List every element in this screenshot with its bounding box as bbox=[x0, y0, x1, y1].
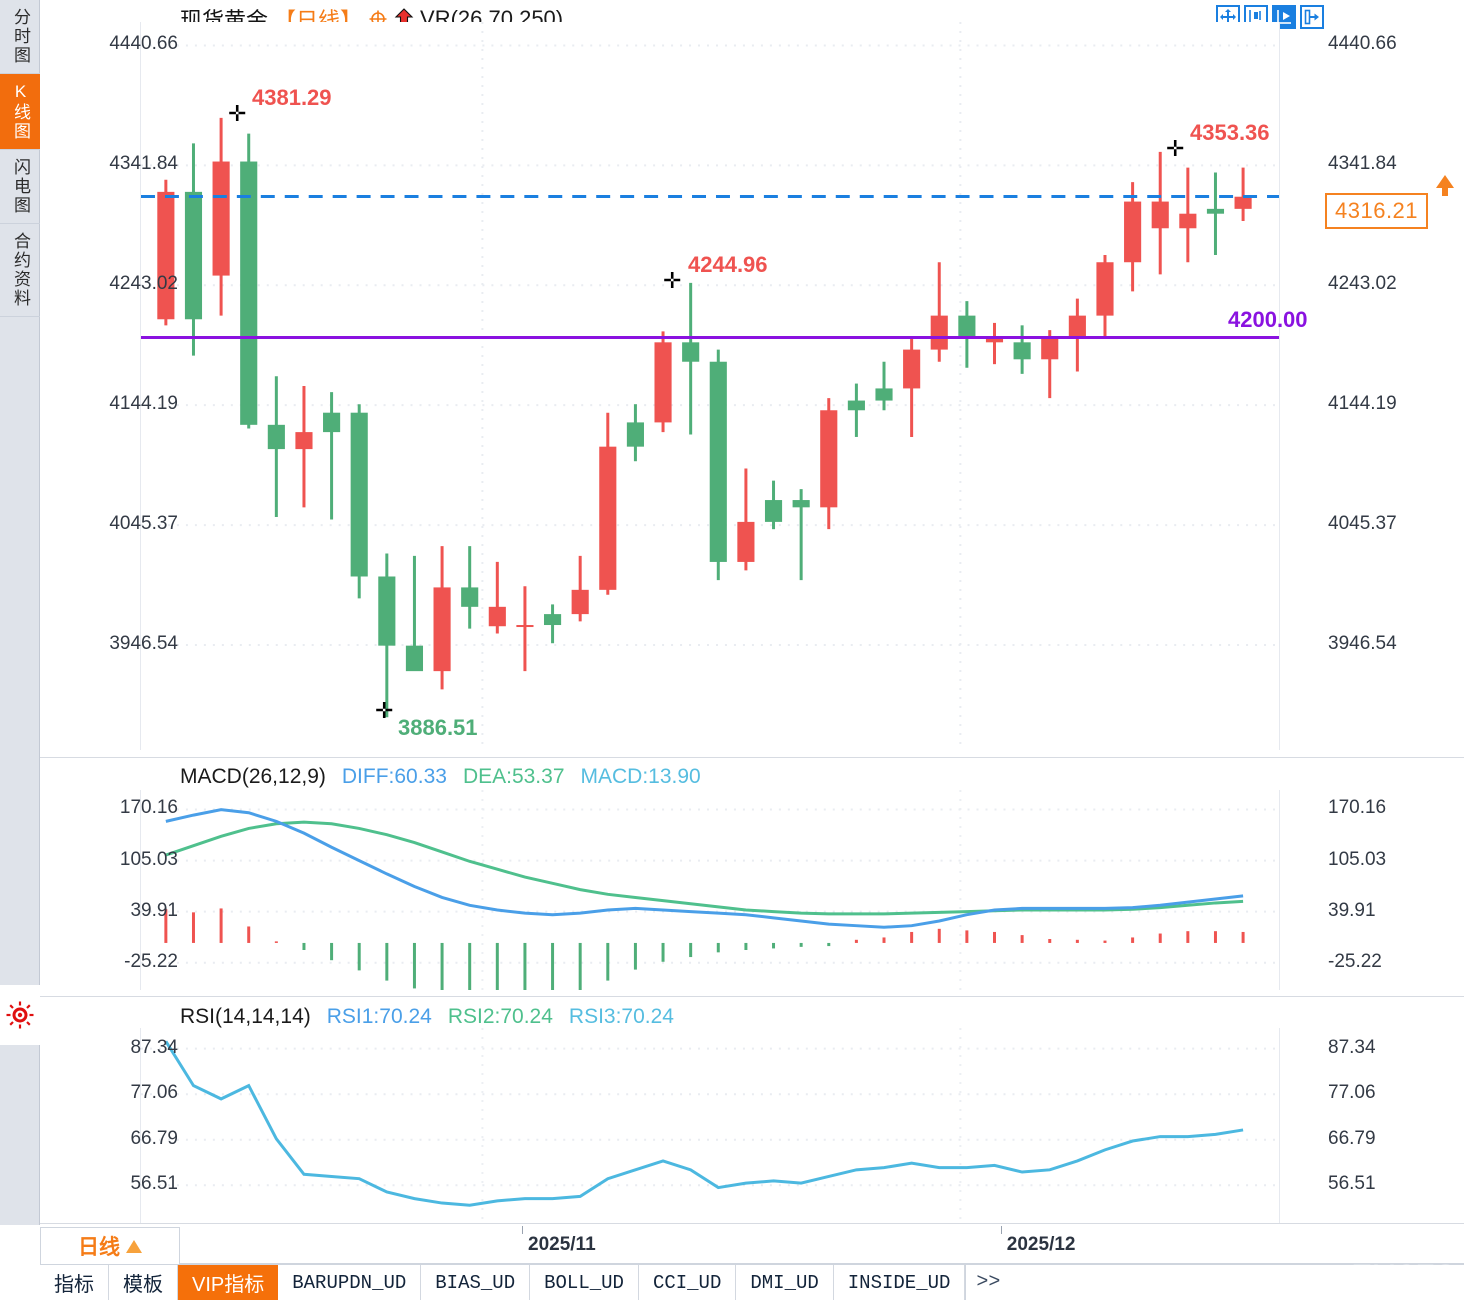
tab-more-button[interactable]: >> bbox=[965, 1265, 1010, 1300]
price-axis-right-tick: 4440.66 bbox=[1328, 33, 1397, 55]
price-axis-left-tick: 4045.37 bbox=[109, 513, 178, 535]
tab-cci_ud[interactable]: CCI_UD bbox=[639, 1265, 737, 1300]
divider-macd-rsi bbox=[40, 996, 1464, 997]
triangle-up-icon bbox=[126, 1239, 142, 1253]
rsi-gridlines bbox=[141, 1028, 1279, 1223]
annotation-high-3: 4353.36 bbox=[1190, 120, 1270, 145]
current-price-tag[interactable]: 4316.21 bbox=[1325, 193, 1429, 229]
divider-price-macd bbox=[40, 757, 1464, 758]
sidebar-item-contract-info[interactable]: 合约资料 bbox=[0, 224, 40, 317]
macd-panel[interactable] bbox=[140, 790, 1280, 990]
macd-axis-left-tick: 39.91 bbox=[130, 899, 178, 921]
price-candlestick-panel[interactable] bbox=[140, 22, 1280, 750]
macd-plot-svg bbox=[141, 790, 1279, 990]
rsi-line-series bbox=[164, 1040, 1244, 1207]
price-axis-left-tick: 4341.84 bbox=[109, 153, 178, 175]
rsi-title: RSI(14,14,14) bbox=[180, 1005, 311, 1028]
tab-bias_ud[interactable]: BIAS_UD bbox=[421, 1265, 531, 1300]
macd-axis-left-tick: -25.22 bbox=[124, 950, 178, 972]
annotation-low-1-marker: ✛ bbox=[375, 698, 394, 723]
price-axis-left-tick: 4440.66 bbox=[109, 33, 178, 55]
sidebar-item-lightning[interactable]: 闪电图 bbox=[0, 150, 40, 224]
rsi-axis-left-tick: 56.51 bbox=[130, 1173, 178, 1195]
divider-rsi-xaxis bbox=[40, 1223, 1464, 1224]
tab-inside_ud[interactable]: INSIDE_UD bbox=[834, 1265, 966, 1300]
annotation-high-1: 4381.29 bbox=[252, 85, 332, 110]
rsi-panel[interactable] bbox=[140, 1028, 1280, 1223]
period-selector[interactable]: 日线 bbox=[40, 1227, 180, 1265]
rsi3-label: RSI3:70.24 bbox=[568, 1005, 674, 1028]
macd-diff-label: DIFF:60.33 bbox=[341, 765, 447, 788]
macd-dea-line bbox=[165, 820, 1244, 916]
macd-macd-label: MACD:13.90 bbox=[580, 765, 701, 788]
macd-diff-line bbox=[165, 808, 1244, 929]
rsi-plot-svg bbox=[141, 1028, 1279, 1223]
price-axis-right-tick: 4144.19 bbox=[1328, 393, 1397, 415]
macd-histogram-series bbox=[164, 908, 1245, 990]
candlestick-series bbox=[157, 117, 1252, 718]
macd-axis-left-tick: 105.03 bbox=[119, 848, 178, 870]
rsi2-label: RSI2:70.24 bbox=[447, 1005, 553, 1028]
sun-settings-icon[interactable] bbox=[0, 985, 40, 1045]
sidebar-item-kline[interactable]: K线图 bbox=[0, 74, 40, 150]
current-price-arrow-icon bbox=[1436, 175, 1454, 188]
rsi-axis-right-tick: 66.79 bbox=[1328, 1127, 1376, 1149]
price-axis-left-tick: 4144.19 bbox=[109, 393, 178, 415]
tab-strip-filler bbox=[1010, 1265, 1464, 1300]
annotation-high-3-marker: ✛ bbox=[1166, 136, 1185, 161]
indicator-tab-strip: 指标 模板 VIP指标 BARUPDN_UD BIAS_UD BOLL_UD CCI_UD D… bbox=[40, 1265, 1464, 1300]
rsi1-label: RSI1:70.24 bbox=[326, 1005, 432, 1028]
current-price-arrow-stem bbox=[1442, 188, 1448, 196]
x-axis-tick bbox=[1000, 1226, 1002, 1234]
annotation-high-1-marker: ✛ bbox=[228, 101, 247, 126]
macd-gridlines bbox=[141, 790, 1279, 990]
tab-dmi_ud[interactable]: DMI_UD bbox=[736, 1265, 834, 1300]
annotation-high-2: 4244.96 bbox=[688, 252, 768, 277]
rsi-axis-left-tick: 87.34 bbox=[130, 1036, 178, 1058]
x-axis-tick bbox=[522, 1226, 523, 1234]
price-axis-left-tick: 4243.02 bbox=[109, 273, 178, 295]
price-axis-right-tick: 4341.84 bbox=[1328, 153, 1397, 175]
rsi-axis-left-tick: 77.06 bbox=[130, 1082, 178, 1104]
price-axis-right-tick: 3946.54 bbox=[1328, 632, 1397, 654]
annotation-high-2-marker: ✛ bbox=[663, 268, 682, 293]
rsi-header[interactable]: RSI(14,14,14) RSI1:70.24 RSI2:70.24 RSI3… bbox=[180, 1005, 674, 1029]
macd-axis-right-tick: 170.16 bbox=[1328, 797, 1387, 819]
tab-[interactable]: 指标 bbox=[40, 1265, 109, 1300]
tab-barupdn_ud[interactable]: BARUPDN_UD bbox=[278, 1265, 422, 1300]
rsi-axis-right-tick: 87.34 bbox=[1328, 1036, 1376, 1058]
macd-title: MACD(26,12,9) bbox=[180, 765, 326, 788]
rsi-axis-right-tick: 56.51 bbox=[1328, 1173, 1376, 1195]
macd-header[interactable]: MACD(26,12,9) DIFF:60.33 DEA:53.37 MACD:… bbox=[180, 765, 701, 789]
period-selector-label: 日线 bbox=[78, 1236, 120, 1259]
price-axis-right-tick: 4243.02 bbox=[1328, 273, 1397, 295]
tab-[interactable]: 模板 bbox=[109, 1265, 178, 1300]
price-plot-svg bbox=[141, 22, 1279, 750]
macd-axis-right-tick: -25.22 bbox=[1328, 950, 1382, 972]
macd-axis-right-tick: 39.91 bbox=[1328, 899, 1376, 921]
tab-vip[interactable]: VIP指标 bbox=[178, 1265, 279, 1300]
macd-axis-right-tick: 105.03 bbox=[1328, 848, 1387, 870]
x-axis-label: 2025/12 bbox=[1006, 1234, 1076, 1255]
price-axis-right-tick: 4045.37 bbox=[1328, 513, 1397, 535]
sidebar-item-timeshare[interactable]: 分时图 bbox=[0, 0, 40, 74]
tab-boll_ud[interactable]: BOLL_UD bbox=[530, 1265, 639, 1300]
period-bar-underline bbox=[180, 1263, 1464, 1265]
rsi-axis-left-tick: 66.79 bbox=[130, 1127, 178, 1149]
toolbar-export[interactable] bbox=[1300, 5, 1324, 29]
annotation-low-1: 3886.51 bbox=[398, 715, 478, 740]
macd-dea-label: DEA:53.37 bbox=[462, 765, 565, 788]
macd-axis-left-tick: 170.16 bbox=[119, 797, 178, 819]
x-axis-label: 2025/11 bbox=[528, 1234, 596, 1255]
price-axis-left-tick: 3946.54 bbox=[109, 632, 178, 654]
rsi-axis-right-tick: 77.06 bbox=[1328, 1082, 1376, 1104]
support-level-label: 4200.00 bbox=[1228, 307, 1308, 332]
